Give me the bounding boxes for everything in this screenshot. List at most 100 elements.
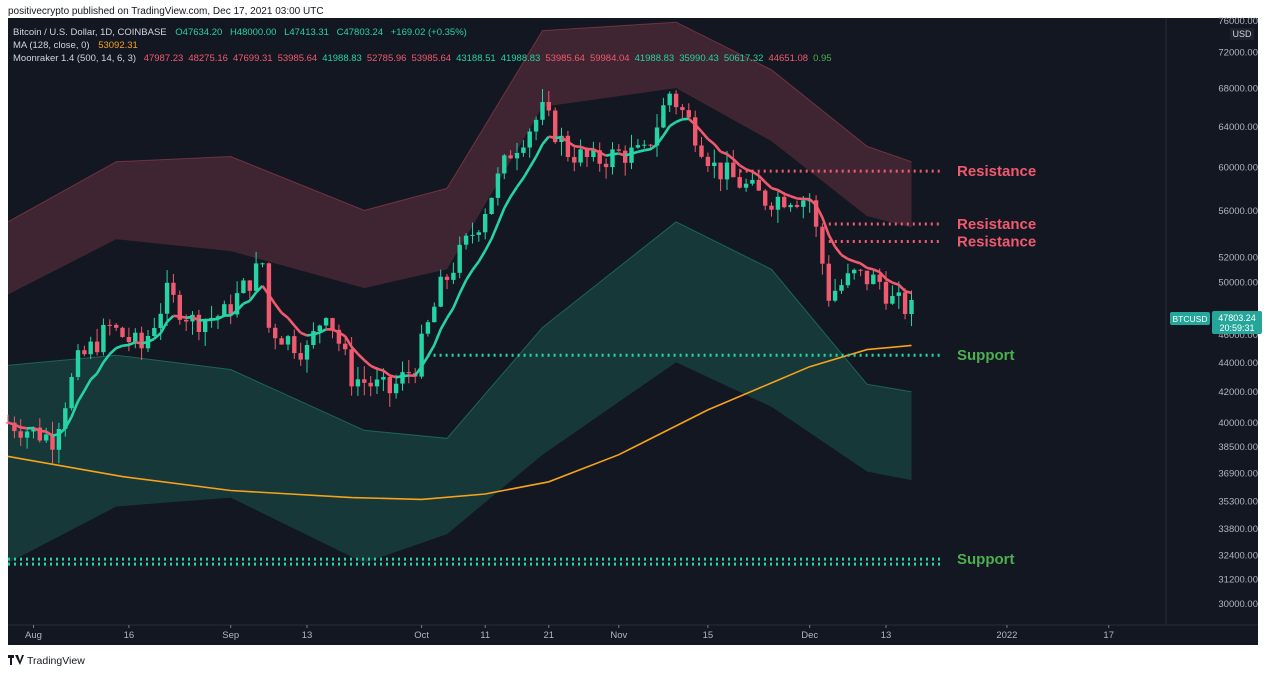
candle-body xyxy=(139,333,143,349)
candle-body xyxy=(661,105,665,127)
trend-line-segment xyxy=(772,188,778,190)
moonraker-value: 53985.64 xyxy=(545,53,585,64)
trend-line-segment xyxy=(549,137,555,138)
y-tick-label: 50000.00 xyxy=(1218,277,1258,288)
candle-body xyxy=(757,180,761,191)
candle-body xyxy=(566,136,570,157)
candle-body xyxy=(369,383,373,387)
symbol-title: Bitcoin / U.S. Dollar, 1D, COINBASE xyxy=(13,27,167,38)
y-tick-label: 32400.00 xyxy=(1218,551,1258,562)
trend-line-segment xyxy=(8,423,14,425)
candle-body xyxy=(108,325,112,326)
trend-line-segment xyxy=(142,342,148,344)
candle-body xyxy=(674,94,678,107)
candle-body xyxy=(407,372,411,373)
trend-line-segment xyxy=(123,345,129,346)
trend-line-segment xyxy=(613,154,619,155)
candle-body xyxy=(642,145,646,146)
candle-body xyxy=(604,164,608,167)
candle-body xyxy=(152,328,156,336)
x-tick-label: Nov xyxy=(610,630,627,641)
candle-body xyxy=(171,283,175,295)
candle-body xyxy=(801,200,805,207)
currency-label: USD xyxy=(1232,29,1252,39)
candle-body xyxy=(731,163,735,178)
candle-body xyxy=(610,149,614,167)
countdown-value: 20:59:31 xyxy=(1219,323,1254,333)
y-tick-label: 60000.00 xyxy=(1218,162,1258,173)
trend-line-segment xyxy=(377,369,383,371)
candle-body xyxy=(388,377,392,393)
candle-body xyxy=(890,296,894,304)
trend-line-segment xyxy=(53,434,59,436)
moonraker-value: 43188.51 xyxy=(456,53,496,64)
candle-body xyxy=(897,292,901,296)
candle-body xyxy=(540,102,544,120)
trend-line-segment xyxy=(186,317,192,318)
candle-body xyxy=(763,191,767,206)
moonraker-value: 44651.08 xyxy=(768,53,808,64)
candle-body xyxy=(50,435,54,450)
moonraker-value: 47987.23 xyxy=(144,53,184,64)
ohlc-high: H48000.00 xyxy=(230,27,276,38)
candle-body xyxy=(636,145,640,148)
y-tick-label: 56000.00 xyxy=(1218,206,1258,217)
candle-body xyxy=(858,270,862,271)
candle-body xyxy=(343,344,347,350)
candle-body xyxy=(254,263,258,290)
candle-body xyxy=(82,350,86,354)
y-tick-top: 76000.00 xyxy=(1218,16,1258,27)
candle-body xyxy=(426,322,430,334)
resistance-label: Resistance xyxy=(957,234,1036,251)
trend-line-segment xyxy=(638,150,644,152)
moonraker-value: 59984.04 xyxy=(590,53,630,64)
candle-body xyxy=(25,432,29,438)
support-label: Support xyxy=(957,347,1015,364)
candle-body xyxy=(69,377,73,408)
candle-body xyxy=(871,275,875,285)
candle-body xyxy=(788,205,792,207)
y-tick-label: 68000.00 xyxy=(1218,84,1258,95)
moonraker-value: 41988.83 xyxy=(635,53,675,64)
trend-line-segment xyxy=(205,320,211,321)
trend-line-segment xyxy=(21,427,27,428)
candle-body xyxy=(820,227,824,264)
candle-body xyxy=(699,146,703,157)
ma-value: 53092.31 xyxy=(98,40,138,51)
trend-line-segment xyxy=(905,291,911,293)
candle-body xyxy=(687,110,691,117)
ma-legend: MA (128, close, 0) 53092.31 xyxy=(13,40,138,51)
trend-line-segment xyxy=(682,119,688,120)
candle-body xyxy=(903,292,907,314)
candle-body xyxy=(750,180,754,184)
ohlc-open: O47634.20 xyxy=(175,27,222,38)
moonraker-value: 47699.31 xyxy=(233,53,273,64)
ma-label: MA (128, close, 0) xyxy=(13,40,90,51)
candle-body xyxy=(827,264,831,301)
moonraker-label: Moonraker 1.4 (500, 14, 6, 3) xyxy=(13,53,136,64)
candle-body xyxy=(76,350,80,377)
candle-body xyxy=(712,163,716,166)
candle-body xyxy=(528,132,532,148)
moonraker-value: 52785.96 xyxy=(367,53,407,64)
x-tick-label: 13 xyxy=(302,630,313,641)
moonraker-value: 41988.83 xyxy=(501,53,541,64)
candle-body xyxy=(718,163,722,180)
candle-body xyxy=(279,338,283,344)
candle-body xyxy=(782,197,786,207)
footer-brand[interactable]: TradingView xyxy=(27,655,85,667)
candle-body xyxy=(725,163,729,180)
y-tick-label: 30000.00 xyxy=(1218,599,1258,610)
candle-body xyxy=(458,245,462,273)
moonraker-value: 48275.16 xyxy=(188,53,228,64)
candle-body xyxy=(547,102,551,111)
trend-line-segment xyxy=(396,376,402,377)
candle-body xyxy=(362,379,366,383)
trend-line-segment xyxy=(606,154,612,155)
ohlc-close: C47803.24 xyxy=(337,27,383,38)
candle-body xyxy=(299,353,303,360)
x-tick-label: Dec xyxy=(801,630,818,641)
moonraker-value: 41988.83 xyxy=(322,53,362,64)
candle-body xyxy=(248,280,252,290)
